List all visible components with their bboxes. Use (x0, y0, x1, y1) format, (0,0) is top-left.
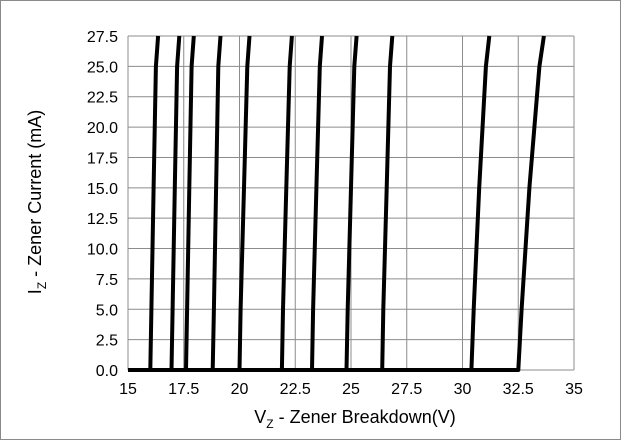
y-tick-label: 27.5 (87, 29, 118, 46)
x-tick-label: 17.5 (168, 381, 199, 398)
x-tick-label: 30 (454, 381, 472, 398)
x-tick-label: 25 (342, 381, 360, 398)
y-tick-label: 5.0 (96, 302, 118, 319)
x-tick-label: 15 (119, 381, 137, 398)
y-tick-label: 2.5 (96, 333, 118, 350)
y-tick-labels: 0.0 2.5 5.0 7.5 10.0 12.5 15.0 17.5 20.0 22.5 25.0… (87, 29, 118, 380)
x-tick-label: 27.5 (391, 381, 422, 398)
series-layer (128, 35, 546, 372)
y-tick-label: 15.0 (87, 181, 118, 198)
y-tick-label: 7.5 (96, 272, 118, 289)
zener-curve (128, 35, 546, 372)
x-tick-label: 22.5 (280, 381, 311, 398)
y-tick-label: 20.0 (87, 120, 118, 137)
y-tick-label: 0.0 (96, 363, 118, 380)
y-tick-label: 25.0 (87, 59, 118, 76)
y-tick-label: 17.5 (87, 150, 118, 167)
y-axis-label: IZ - Zener Current (mA) (25, 110, 49, 294)
zener-curve (128, 35, 492, 372)
x-tick-label: 35 (565, 381, 583, 398)
y-tick-label: 12.5 (87, 211, 118, 228)
x-tick-labels: 15 17.5 20 22.5 25 27.5 30 32.5 35 (119, 381, 583, 398)
y-tick-label: 22.5 (87, 90, 118, 107)
y-tick-label: 10.0 (87, 242, 118, 259)
x-tick-label: 20 (231, 381, 249, 398)
x-tick-label: 32.5 (503, 381, 534, 398)
zener-curve (128, 35, 161, 372)
x-axis-label: VZ - Zener Breakdown(V) (254, 407, 455, 431)
